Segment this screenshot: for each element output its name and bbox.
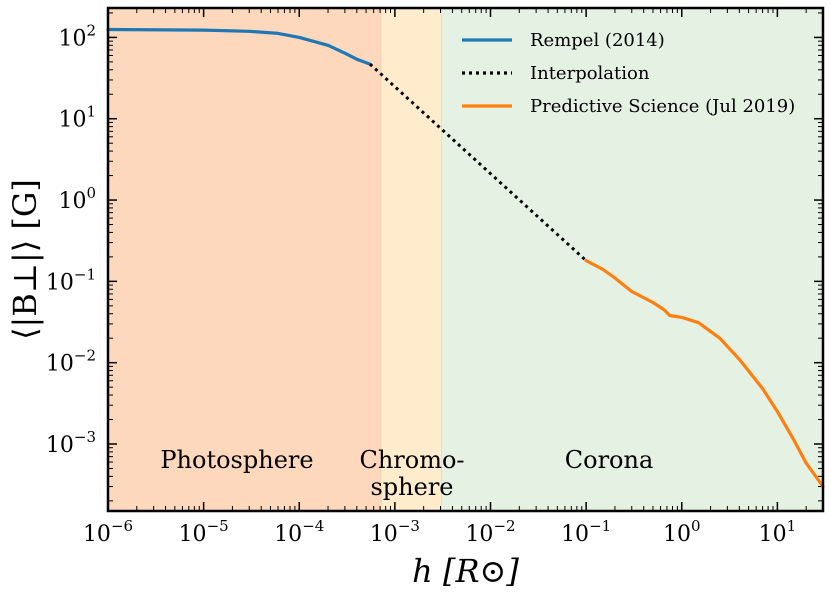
region-label: Photosphere xyxy=(160,446,313,474)
y-tick-label: 101 xyxy=(58,103,96,133)
x-tick-label: 101 xyxy=(759,517,797,547)
x-tick-label: 10−4 xyxy=(274,517,324,547)
region-band xyxy=(108,8,382,511)
region-label: Chromo- xyxy=(359,446,464,474)
y-tick-label: 10−1 xyxy=(46,265,96,295)
region-bands xyxy=(108,8,823,511)
legend-label: Rempel (2014) xyxy=(530,30,665,51)
legend-label: Interpolation xyxy=(530,63,650,84)
y-tick-label: 10−3 xyxy=(46,428,96,458)
y-axis-label: ⟨|B⊥|⟩ [G] xyxy=(6,179,44,340)
region-band xyxy=(441,8,823,511)
x-tick-label: 10−2 xyxy=(465,517,515,547)
legend: Rempel (2014) Interpolation Predictive Sci… xyxy=(462,30,795,117)
region-labels: Photosphere Chromo-sphere Corona xyxy=(160,446,653,501)
series-line xyxy=(584,259,825,489)
x-tick-labels: 10−6 10−5 10−4 10−3 10−2 10−1 100 101 xyxy=(83,517,796,547)
y-tick-label: 10−2 xyxy=(46,347,96,377)
x-tick-label: 10−1 xyxy=(561,517,611,547)
y-tick-label: 100 xyxy=(58,184,96,214)
region-label: sphere xyxy=(370,473,453,501)
plot-frame xyxy=(106,6,825,513)
y-tick-labels: 10−3 10−2 10−1 100 101 102 xyxy=(46,21,96,458)
series-lines xyxy=(106,27,825,489)
legend-label: Predictive Science (Jul 2019) xyxy=(530,96,795,117)
x-tick-label: 10−6 xyxy=(83,517,133,547)
region-label: Corona xyxy=(565,446,654,474)
x-tick-label: 10−5 xyxy=(179,517,229,547)
region-band xyxy=(381,8,442,511)
series-line xyxy=(106,27,372,66)
y-tick-label: 102 xyxy=(58,21,96,51)
x-tick-label: 100 xyxy=(663,517,701,547)
x-axis-label: h [R⊙] xyxy=(412,552,519,590)
x-tick-label: 10−3 xyxy=(370,517,420,547)
